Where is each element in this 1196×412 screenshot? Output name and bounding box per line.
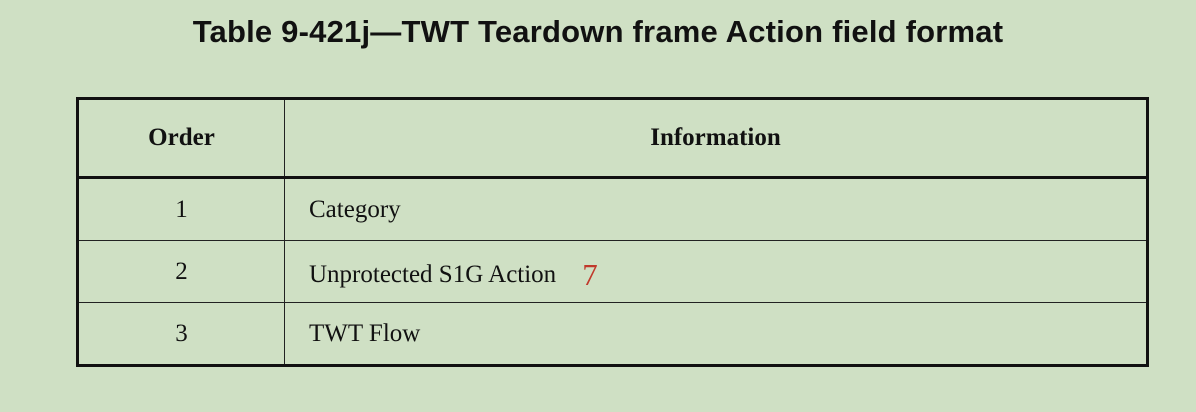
table-row: 2 Unprotected S1G Action 7 [77,240,1148,303]
handwritten-annotation: 7 [582,256,598,292]
information-text: Category [309,195,401,223]
information-cell: Category [284,177,1148,241]
information-text: Unprotected S1G Action [309,260,557,288]
table-header-row: Order Information [77,98,1148,179]
information-cell: TWT Flow [284,302,1148,366]
table-row: 3 TWT Flow [77,302,1148,366]
table-row: 1 Category [77,177,1148,241]
order-cell: 2 [77,240,285,303]
header-information: Information [284,98,1148,179]
table-title: Table 9-421j—TWT Teardown frame Action f… [192,14,1004,49]
action-field-format-table: Order Information 1 Category 2 Unprotect… [76,97,1149,367]
header-order: Order [77,98,285,179]
information-cell: Unprotected S1G Action 7 [284,240,1148,303]
information-text: TWT Flow [309,319,421,347]
order-cell: 3 [77,302,285,366]
order-cell: 1 [77,177,285,241]
